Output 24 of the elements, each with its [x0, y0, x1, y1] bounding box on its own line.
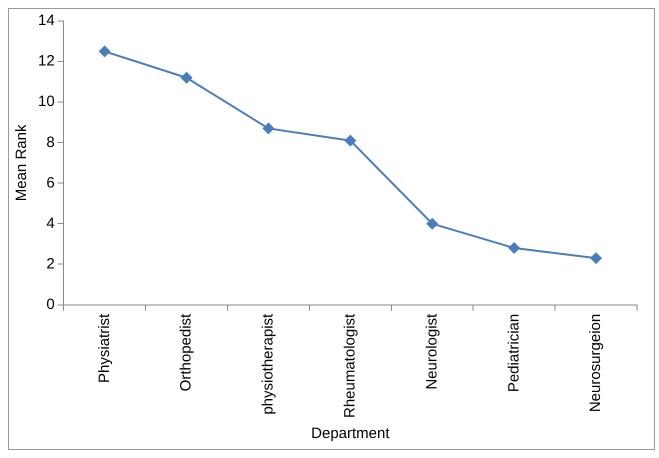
y-axis-title: Mean Rank — [13, 124, 30, 202]
x-axis-title: Department — [311, 425, 390, 442]
x-tick-label: Orthopedist — [178, 312, 195, 392]
y-tick-label: 2 — [46, 255, 55, 272]
point — [262, 122, 274, 134]
x-tick-label: physiotherapist — [260, 312, 277, 415]
point — [344, 134, 356, 147]
point — [590, 252, 602, 264]
point — [98, 45, 111, 58]
point — [180, 72, 193, 84]
point — [508, 242, 520, 254]
x-tick-label: Pediatrician — [505, 314, 522, 392]
y-tick-label: 0 — [46, 296, 55, 313]
y-tick-label: 12 — [38, 52, 55, 70]
y-tick-label: 4 — [46, 214, 55, 232]
x-tick-label: Physiatrist — [96, 312, 113, 383]
y-tick-label: 6 — [46, 174, 55, 192]
y-tick-label: 10 — [38, 93, 55, 110]
y-tick-label: 14 — [38, 12, 55, 30]
point — [426, 218, 438, 230]
x-tick-label: Neurosurgeion — [587, 314, 604, 412]
x-tick-label: Neurologist — [423, 312, 440, 390]
y-tick-label: 8 — [46, 134, 55, 151]
x-tick-label: Rheumatologist — [341, 312, 358, 418]
